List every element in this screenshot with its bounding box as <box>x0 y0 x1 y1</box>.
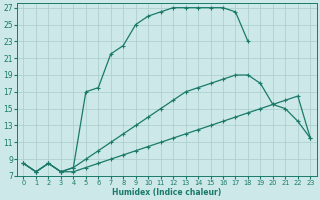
X-axis label: Humidex (Indice chaleur): Humidex (Indice chaleur) <box>112 188 221 197</box>
